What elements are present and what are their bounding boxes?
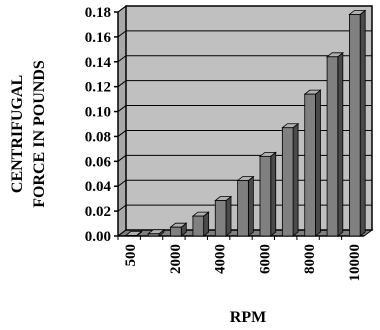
x-axis-title: RPM <box>230 309 266 326</box>
bar-side <box>225 195 232 237</box>
bar <box>281 122 300 237</box>
bar-side <box>337 51 344 237</box>
y-axis-title-line-1: CENTRIFUGAL <box>9 75 26 193</box>
gridline-side <box>117 80 127 88</box>
gridline-side <box>117 229 127 237</box>
x-tick-label: 4000 <box>213 244 229 274</box>
bar-front <box>192 215 205 237</box>
x-tick-label: 2000 <box>168 244 184 274</box>
y-tick-labels: 0.00 0.02 0.04 0.06 0.08 0.10 0.12 0.14 0.16 0.18 <box>85 5 112 245</box>
bar <box>147 228 166 237</box>
bar <box>214 195 233 237</box>
y-tick-label: 0.18 <box>85 5 111 21</box>
x-tick-label: 8000 <box>302 244 318 274</box>
gridline-side <box>117 5 127 13</box>
bar-side <box>270 151 277 237</box>
gridline-side <box>117 130 127 137</box>
bar-front <box>125 234 137 237</box>
bar <box>169 222 188 237</box>
gridline-side <box>117 179 127 187</box>
bar-front <box>147 233 160 237</box>
gridline-side <box>117 105 127 112</box>
bar-front <box>259 155 272 237</box>
bars <box>124 9 367 237</box>
bar-front <box>170 226 182 237</box>
y-tick-label: 0.00 <box>85 229 111 245</box>
bar-front <box>237 180 249 237</box>
y-tick-label: 0.14 <box>85 55 112 71</box>
bar-front <box>349 14 361 237</box>
bar-side <box>247 175 254 237</box>
x-tick-label: 10000 <box>347 244 363 282</box>
y-tick-label: 0.08 <box>85 129 111 145</box>
y-tick-label: 0.06 <box>85 154 112 170</box>
y-tick-label: 0.16 <box>85 30 112 46</box>
gridline-side <box>117 204 127 212</box>
bar-front <box>326 56 339 237</box>
x-tick-label: 500 <box>123 244 139 267</box>
y-tick-label: 0.10 <box>85 105 111 121</box>
bar <box>191 211 210 237</box>
bar <box>348 9 367 237</box>
bar <box>303 89 322 237</box>
bar-side <box>359 9 366 237</box>
y-tick-label: 0.04 <box>85 179 112 195</box>
y-axis-title-line-2: FORCE IN POUNDS <box>31 60 48 208</box>
bar <box>236 175 255 237</box>
bar <box>124 230 143 237</box>
bar-front <box>214 200 227 237</box>
bar <box>325 51 344 237</box>
bar-side <box>292 122 299 237</box>
x-tick-labels: 500 2000 4000 6000 8000 10000 <box>123 244 363 282</box>
x-tick-label: 6000 <box>257 244 273 274</box>
gridline-side <box>117 154 127 162</box>
bar-front <box>281 127 294 237</box>
gridline-side <box>117 55 127 63</box>
y-tick-label: 0.12 <box>85 80 111 96</box>
bar <box>258 151 277 237</box>
bar-side <box>315 89 321 237</box>
bar-front <box>304 93 316 237</box>
plot-side-wall <box>117 5 127 237</box>
gridline-side <box>117 30 127 38</box>
y-tick-label: 0.02 <box>85 204 111 220</box>
